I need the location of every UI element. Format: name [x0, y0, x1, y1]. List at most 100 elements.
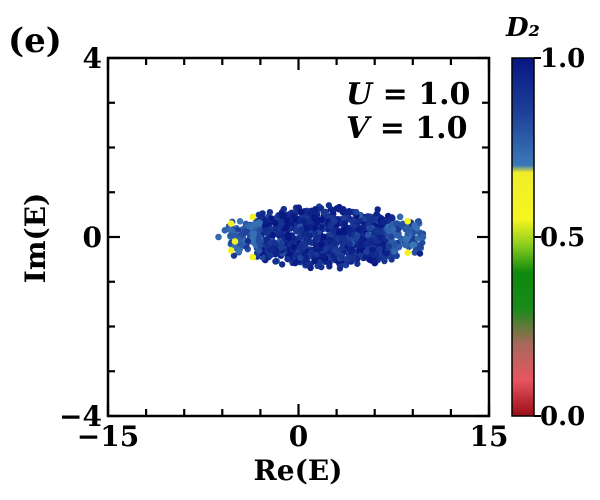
- scatter-point: [278, 210, 285, 217]
- scatter-point: [325, 202, 333, 209]
- scatter-point: [383, 250, 390, 257]
- scatter-point: [417, 243, 424, 250]
- colorbar-ticks: 1.0 0.5 0.0: [534, 44, 585, 432]
- scatter-point: [267, 252, 274, 259]
- scatter-point: [364, 231, 372, 239]
- scatter-point: [235, 248, 242, 255]
- scatter-point: [326, 263, 333, 270]
- scatter-point: [373, 215, 380, 223]
- scatter-point: [336, 265, 344, 272]
- scatter-point: [369, 246, 376, 253]
- scatter-point: [272, 251, 279, 258]
- scatter-point: [355, 218, 362, 225]
- scatter-point: [302, 254, 310, 261]
- scatter-point: [344, 208, 351, 216]
- scatter-point: [290, 244, 298, 251]
- scatter-point: [353, 209, 360, 216]
- x-tick-label: 15: [470, 420, 509, 453]
- scatter-point: [227, 247, 235, 254]
- panel-label: (e): [8, 21, 62, 61]
- scatter-point: [263, 242, 270, 250]
- scatter-point: [403, 236, 410, 243]
- scatter-point: [267, 246, 274, 253]
- scatter-point: [296, 254, 304, 262]
- scatter-point: [234, 227, 242, 234]
- colorbar-label: D₂: [505, 13, 540, 43]
- scatter-point: [336, 229, 343, 236]
- scatter-point: [284, 255, 291, 263]
- x-tick-label: −15: [77, 420, 139, 453]
- scatter-point: [320, 233, 327, 240]
- scatter-point: [373, 251, 380, 258]
- scatter-point: [402, 241, 409, 249]
- scatter-point: [231, 238, 239, 245]
- scatter-point: [326, 236, 333, 244]
- scatter-point: [307, 249, 315, 256]
- scatter-point: [385, 242, 393, 250]
- scatter-point: [301, 231, 308, 238]
- scatter-point: [227, 232, 234, 239]
- annotation-v: V = 1.0: [346, 111, 468, 146]
- y-tick-label: −4: [59, 400, 102, 433]
- scatter-point: [272, 258, 279, 265]
- scatter-point: [297, 208, 305, 216]
- scatter-point: [318, 216, 325, 223]
- colorbar-tick-label: 0.0: [540, 402, 585, 432]
- scatter-point: [388, 214, 396, 221]
- scatter-point: [264, 229, 271, 237]
- scatter-point: [354, 232, 361, 239]
- scatter-point: [396, 213, 404, 221]
- scatter-point: [343, 256, 350, 263]
- scatter-point: [374, 228, 381, 235]
- scatter-point: [255, 238, 263, 245]
- scatter-point: [390, 248, 398, 255]
- scatter-point: [366, 225, 373, 232]
- scatter-point: [320, 252, 327, 259]
- scatter-point: [255, 232, 262, 240]
- scatter-point: [403, 224, 410, 231]
- scatter-point: [327, 223, 334, 230]
- scatter-point: [367, 217, 375, 224]
- colorbar-gradient: [511, 57, 535, 417]
- scatter-point: [358, 237, 365, 245]
- scatter-point: [307, 224, 314, 231]
- scatter-point: [289, 239, 296, 246]
- axis-ticks: [106, 56, 491, 418]
- scatter-point: [340, 214, 348, 222]
- scatter-point: [350, 255, 357, 262]
- scatter-point: [300, 218, 308, 225]
- annotation-u: U = 1.0: [346, 77, 470, 112]
- scatter-point: [266, 208, 274, 216]
- scatter-point: [256, 247, 263, 254]
- scatter-point: [293, 228, 300, 235]
- colorbar-tick-label: 0.5: [540, 223, 585, 253]
- scatter-point: [238, 241, 245, 248]
- scatter-point: [349, 246, 356, 253]
- scatter-point: [236, 218, 244, 225]
- scatter-point: [365, 239, 373, 246]
- scatter-point: [313, 220, 321, 227]
- scatter-point: [256, 219, 263, 226]
- scatter-point: [419, 233, 427, 241]
- scatter-point: [307, 239, 315, 246]
- scatter-point: [278, 239, 286, 247]
- scatter-point: [249, 234, 256, 241]
- scatter-point: [261, 217, 269, 224]
- scatter-point: [374, 206, 381, 213]
- scatter-point: [221, 226, 229, 234]
- scatter-point: [312, 243, 320, 250]
- scatter-point: [355, 226, 362, 233]
- scatter-point: [271, 239, 278, 246]
- scatter-point: [277, 229, 284, 237]
- scatter-point: [285, 234, 292, 241]
- scatter-point: [334, 234, 342, 241]
- scatter-point: [340, 235, 347, 243]
- scatter-point: [226, 226, 234, 233]
- scatter-point: [311, 214, 318, 222]
- scatter-point: [370, 257, 378, 265]
- scatter-point: [268, 215, 275, 222]
- scatter-point: [283, 223, 290, 231]
- scatter-point: [338, 253, 345, 261]
- scatter-point: [341, 220, 349, 227]
- scatter-point: [413, 224, 420, 232]
